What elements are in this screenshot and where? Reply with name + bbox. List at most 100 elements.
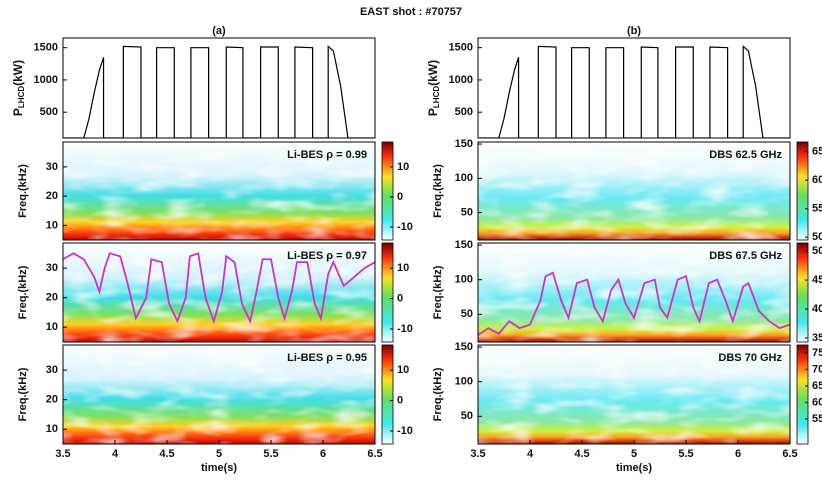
y-axis-label-part: (kW) <box>426 60 440 86</box>
colorbar-tick-label: 0 <box>397 292 403 304</box>
y-axis-label-part: LHCD <box>432 86 441 108</box>
spectrogram-texture <box>63 142 375 240</box>
x-tick-label: 4.5 <box>574 448 589 460</box>
y-tick-label: 10 <box>46 219 58 231</box>
y-tick-label: 50 <box>461 206 473 218</box>
annotation: Li-BES ρ = 0.95 <box>287 352 367 364</box>
trace-line <box>478 271 790 336</box>
annotation: DBS 62.5 GHz <box>709 149 782 161</box>
trace-line <box>63 252 375 325</box>
panel-label: (a) <box>212 25 226 37</box>
y-axis-label-part: LHCD <box>17 86 26 108</box>
x-tick-label: 4 <box>527 448 534 460</box>
y-tick-label: 30 <box>46 161 58 173</box>
spectrogram-texture <box>478 142 790 240</box>
y-tick-label: 500 <box>455 106 473 118</box>
y-tick-label: 500 <box>40 106 58 118</box>
colorbar-tick-label: 55 <box>812 203 822 215</box>
y-tick-label: 1000 <box>34 74 58 86</box>
x-tick-label: 6.5 <box>782 448 797 460</box>
colorbar-tick-label: 10 <box>397 262 409 274</box>
y-axis-label-part: (kW) <box>11 60 25 86</box>
figure-title: EAST shot : #70757 <box>360 6 462 18</box>
y-tick-label: 10 <box>46 321 58 333</box>
y-axis-label: Freq.(kHz) <box>17 265 29 319</box>
y-tick-label: 100 <box>455 274 473 286</box>
colorbar-tick-label: 45 <box>812 274 822 286</box>
colorbar-tick-label: 10 <box>397 364 409 376</box>
annotation: Li-BES ρ = 0.97 <box>287 250 367 262</box>
axes-frame <box>477 37 791 139</box>
y-axis-label: Freq.(kHz) <box>17 367 29 421</box>
y-tick-label: 1500 <box>34 42 58 54</box>
colorbar <box>796 344 809 445</box>
axes-frame <box>62 37 376 139</box>
colorbar-tick-label: -10 <box>397 425 413 437</box>
y-tick-label: 50 <box>461 410 473 422</box>
annotation: DBS 67.5 GHz <box>709 250 782 262</box>
colorbar-tick-label: 10 <box>397 161 409 173</box>
x-tick-label: 3.5 <box>55 448 70 460</box>
y-tick-label: 50 <box>461 308 473 320</box>
y-tick-label: 20 <box>46 394 58 406</box>
colorbar-tick-label: 65 <box>812 380 822 392</box>
colorbar-tick-label: 60 <box>812 396 822 408</box>
spectrogram-texture <box>63 345 375 444</box>
axes-frame <box>477 141 791 241</box>
axes-frame <box>62 242 376 343</box>
y-tick-label: 150 <box>455 138 473 150</box>
spectrogram-texture <box>478 345 790 444</box>
colorbar-tick-label: 0 <box>397 191 403 203</box>
x-axis-label: time(s) <box>616 462 652 474</box>
colorbar-tick-label: 40 <box>812 303 822 315</box>
colorbar <box>796 242 809 343</box>
x-tick-label: 6 <box>735 448 741 460</box>
axes-frame <box>62 141 376 241</box>
x-tick-label: 5 <box>216 448 222 460</box>
colorbar-tick-label: 35 <box>812 332 822 344</box>
x-tick-label: 5.5 <box>263 448 278 460</box>
y-tick-label: 150 <box>455 239 473 251</box>
x-tick-label: 5 <box>631 448 637 460</box>
colorbar-tick-label: 65 <box>812 146 822 158</box>
colorbar <box>796 141 809 241</box>
colorbar-tick-label: 50 <box>812 245 822 257</box>
power-line <box>63 45 375 138</box>
annotation: Li-BES ρ = 0.99 <box>287 149 367 161</box>
y-tick-label: 20 <box>46 292 58 304</box>
y-axis-label: Freq.(kHz) <box>432 367 444 421</box>
annotation: DBS 70 GHz <box>718 352 782 364</box>
y-tick-label: 10 <box>46 423 58 435</box>
colorbar-tick-label: -10 <box>397 323 413 335</box>
y-tick-label: 30 <box>46 262 58 274</box>
y-tick-label: 1000 <box>449 74 473 86</box>
x-tick-label: 4.5 <box>159 448 174 460</box>
power-line <box>478 45 790 138</box>
colorbar <box>381 141 394 241</box>
y-axis-label: Freq.(kHz) <box>432 164 444 218</box>
colorbar <box>381 344 394 445</box>
y-axis-label-part: P <box>426 108 440 116</box>
x-tick-label: 5.5 <box>678 448 693 460</box>
colorbar-tick-label: 75 <box>812 347 822 359</box>
y-axis-label: PLHCD(kW) <box>426 60 441 116</box>
colorbar-tick-label: 60 <box>812 174 822 186</box>
colorbar-tick-label: 55 <box>812 413 822 425</box>
colorbar-tick-label: 70 <box>812 363 822 375</box>
y-tick-label: 30 <box>46 364 58 376</box>
colorbar <box>381 242 394 343</box>
y-tick-label: 100 <box>455 376 473 388</box>
y-axis-label: Freq.(kHz) <box>17 164 29 218</box>
x-tick-label: 4 <box>112 448 119 460</box>
axes-frame <box>477 242 791 343</box>
panel-label: (b) <box>627 25 641 37</box>
y-tick-label: 20 <box>46 190 58 202</box>
colorbar-tick-label: 0 <box>397 394 403 406</box>
y-tick-label: 100 <box>455 172 473 184</box>
y-tick-label: 1500 <box>449 42 473 54</box>
y-axis-label: PLHCD(kW) <box>11 60 26 116</box>
x-axis-label: time(s) <box>201 462 237 474</box>
x-tick-label: 6 <box>320 448 326 460</box>
